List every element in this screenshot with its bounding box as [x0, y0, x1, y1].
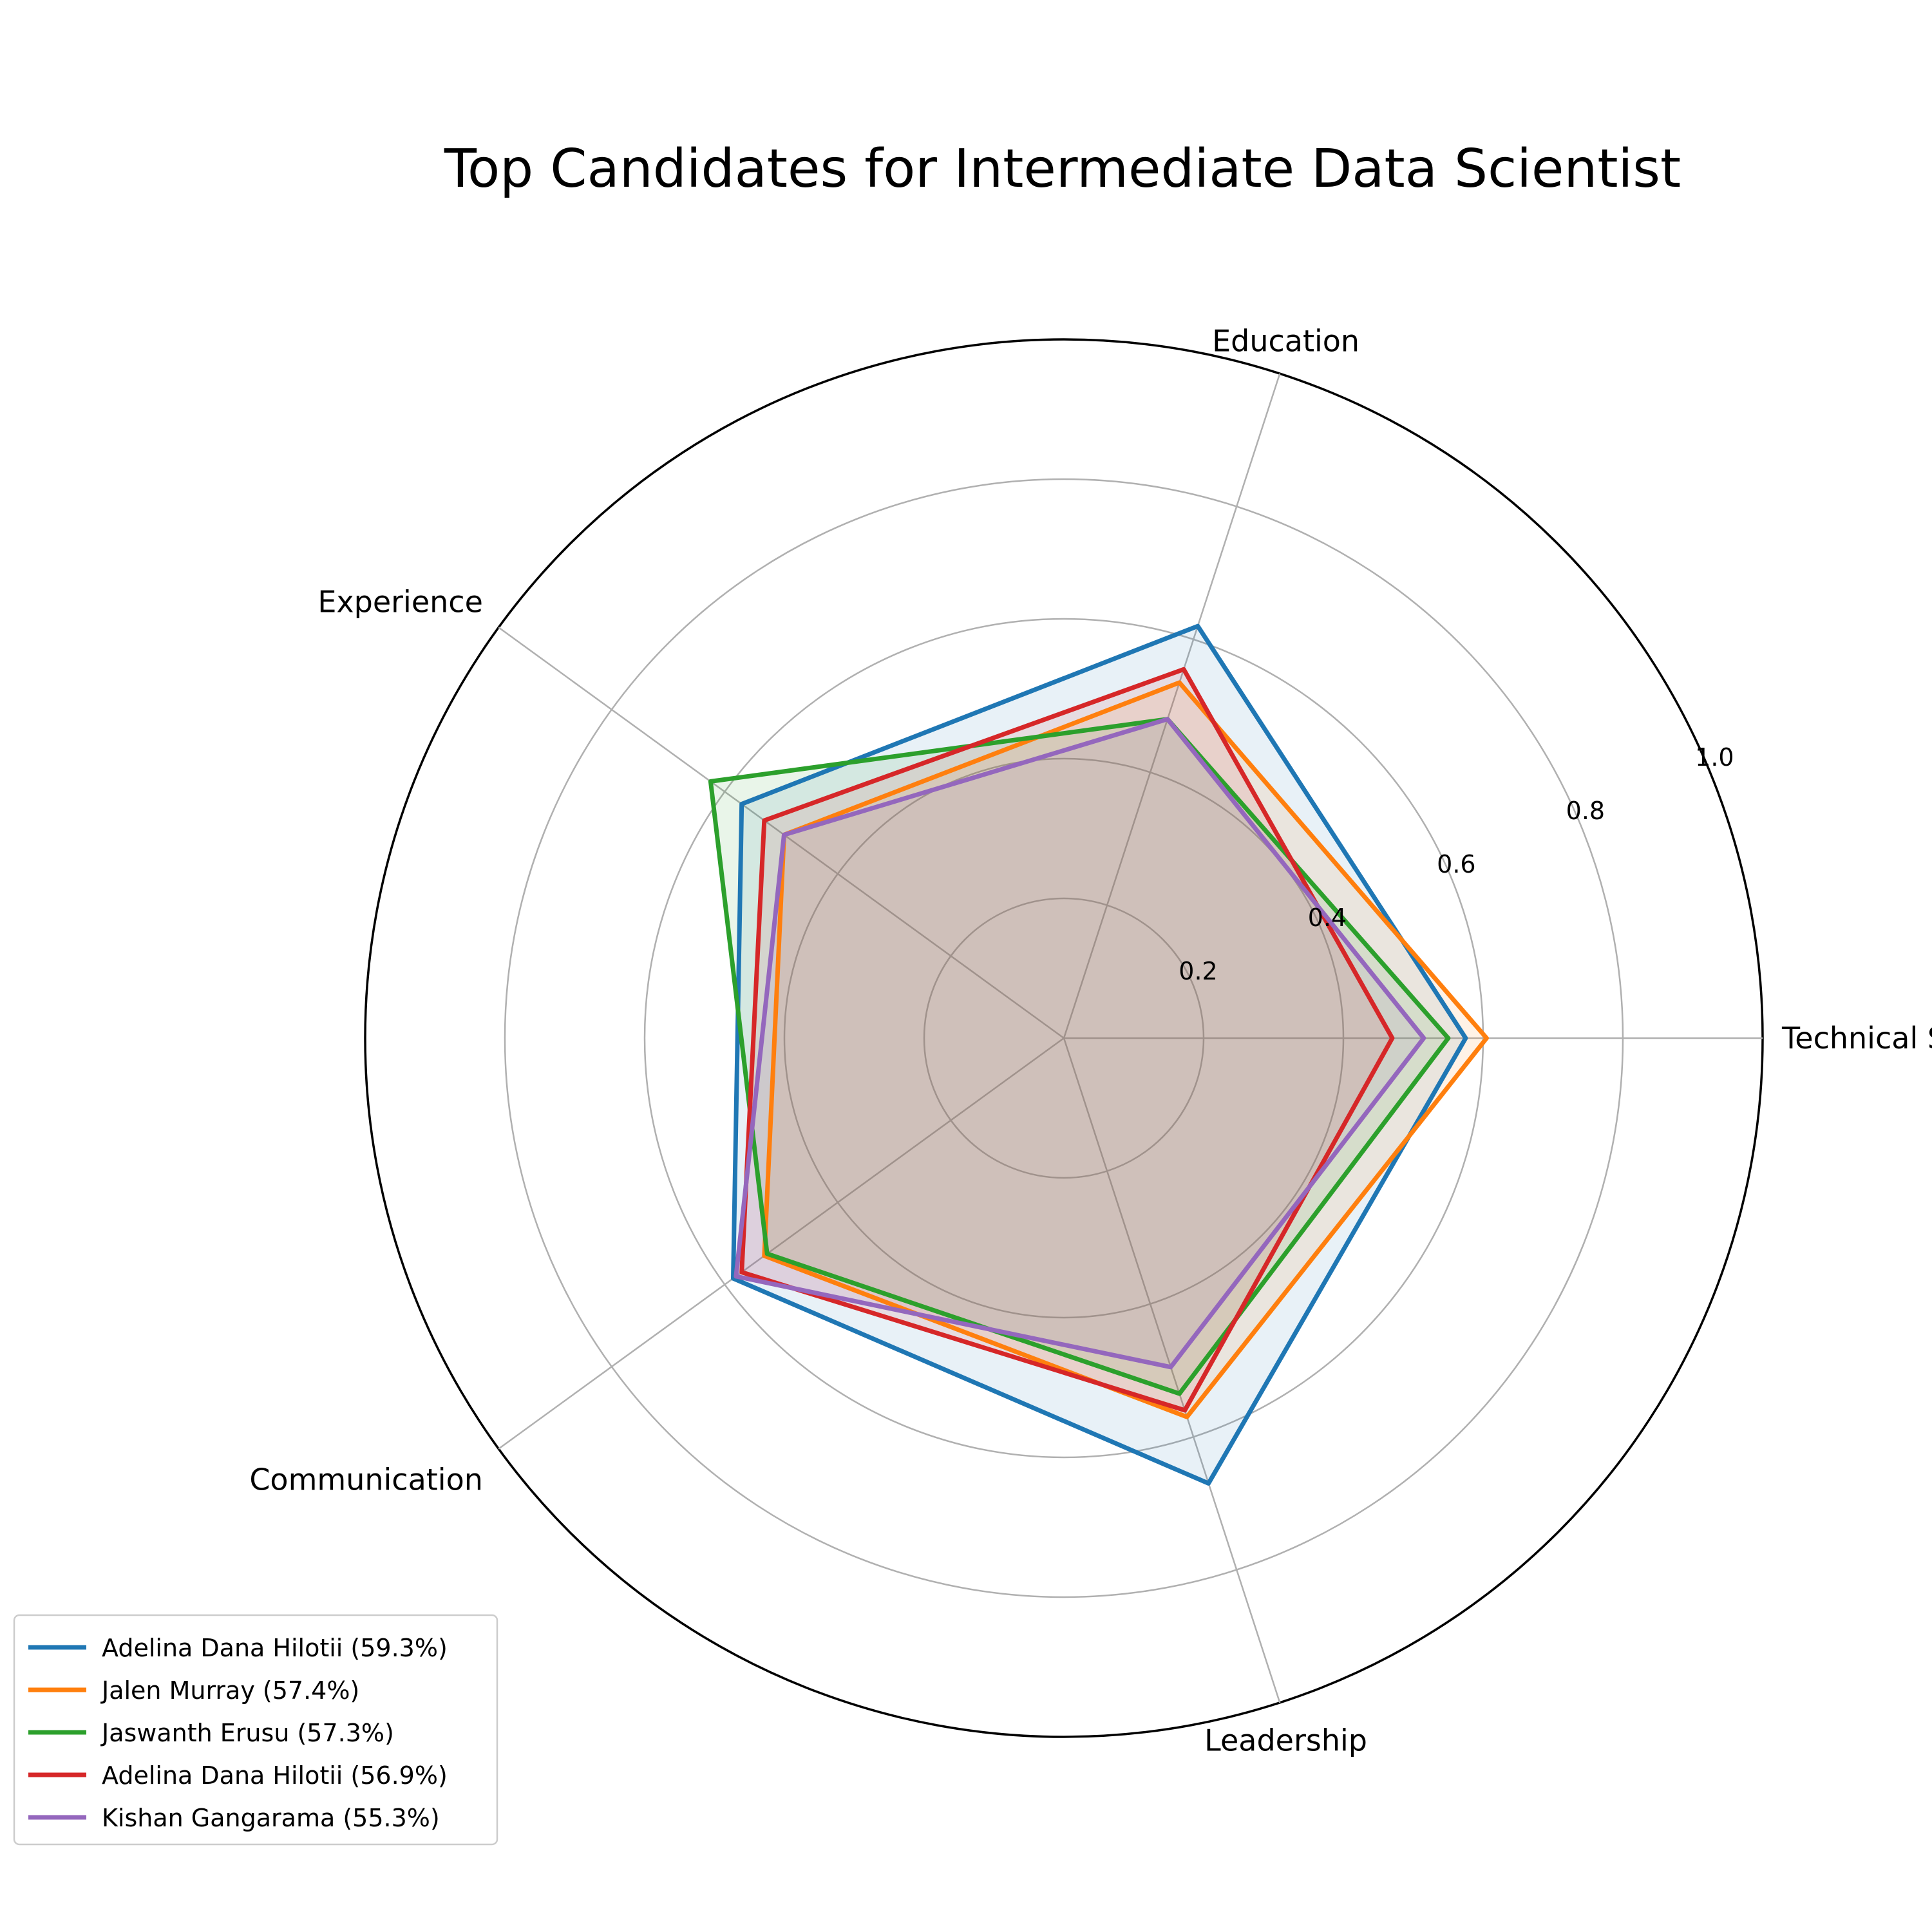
radial-tick-label: 0.8	[1566, 797, 1605, 825]
axis-labels: Technical Skills Education Experience Commu…	[249, 324, 1932, 1758]
axis-spoke	[1063, 373, 1281, 1039]
axis-spoke	[498, 1037, 1065, 1450]
radial-tick-label: 1.0	[1695, 743, 1734, 772]
series-fill	[741, 669, 1392, 1410]
series-line	[708, 717, 1451, 1396]
series-line	[734, 717, 1426, 1370]
axis-spoke	[1063, 1037, 1281, 1703]
radar-grid	[364, 338, 1764, 1738]
legend-label: Jaswanth Erusu (57.3%)	[100, 1719, 394, 1747]
axis-label: Technical Skills	[1781, 1021, 1932, 1056]
series-fill	[764, 682, 1487, 1417]
legend-label: Adelina Dana Hilotii (56.9%)	[102, 1761, 448, 1790]
legend: Adelina Dana Hilotii (59.3%) Jalen Murray…	[13, 1614, 498, 1846]
radial-tick-labels: 0.2 0.4 0.6 0.8 1.0	[1179, 743, 1734, 985]
radial-tick-label: 0.6	[1437, 850, 1475, 878]
series-fill	[710, 719, 1448, 1394]
legend-box	[13, 1614, 498, 1846]
radial-tick-label: 0.2	[1179, 957, 1217, 985]
series-line	[762, 680, 1489, 1419]
legend-label: Jalen Murray (57.4%)	[100, 1676, 359, 1705]
series-fill	[735, 719, 1424, 1367]
axis-label: Education	[1212, 324, 1359, 359]
axis-spoke	[498, 627, 1065, 1039]
axis-label: Leadership	[1204, 1723, 1367, 1757]
series-lines	[708, 623, 1489, 1486]
series-line	[731, 623, 1468, 1486]
axis-label: Experience	[317, 585, 483, 620]
axis-label: Communication	[249, 1462, 483, 1497]
chart-title: Top Candidates for Intermediate Data Sci…	[444, 138, 1681, 200]
legend-label: Kishan Gangarama (55.3%)	[102, 1804, 440, 1832]
legend-label: Adelina Dana Hilotii (59.3%)	[102, 1634, 448, 1662]
series-fills	[710, 626, 1487, 1484]
series-line	[739, 667, 1395, 1413]
radial-tick-label: 0.4	[1308, 904, 1347, 932]
